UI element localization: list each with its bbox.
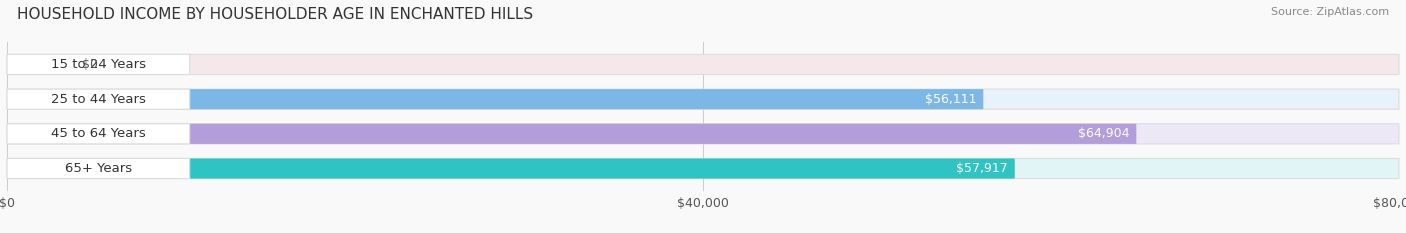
Text: $64,904: $64,904 [1078, 127, 1129, 140]
FancyBboxPatch shape [7, 124, 190, 144]
Text: HOUSEHOLD INCOME BY HOUSEHOLDER AGE IN ENCHANTED HILLS: HOUSEHOLD INCOME BY HOUSEHOLDER AGE IN E… [17, 7, 533, 22]
FancyBboxPatch shape [7, 124, 1136, 144]
FancyBboxPatch shape [7, 158, 190, 178]
Text: $57,917: $57,917 [956, 162, 1008, 175]
FancyBboxPatch shape [7, 158, 1399, 178]
Text: 15 to 24 Years: 15 to 24 Years [51, 58, 146, 71]
FancyBboxPatch shape [7, 89, 983, 109]
FancyBboxPatch shape [7, 124, 1399, 144]
FancyBboxPatch shape [7, 89, 1399, 109]
FancyBboxPatch shape [7, 55, 190, 75]
Text: 25 to 44 Years: 25 to 44 Years [51, 93, 146, 106]
FancyBboxPatch shape [7, 89, 190, 109]
Text: 65+ Years: 65+ Years [65, 162, 132, 175]
FancyBboxPatch shape [7, 55, 1399, 75]
Text: Source: ZipAtlas.com: Source: ZipAtlas.com [1271, 7, 1389, 17]
Text: 45 to 64 Years: 45 to 64 Years [51, 127, 146, 140]
FancyBboxPatch shape [7, 158, 1015, 178]
Text: $56,111: $56,111 [925, 93, 976, 106]
Text: $0: $0 [82, 58, 98, 71]
FancyBboxPatch shape [7, 55, 67, 75]
